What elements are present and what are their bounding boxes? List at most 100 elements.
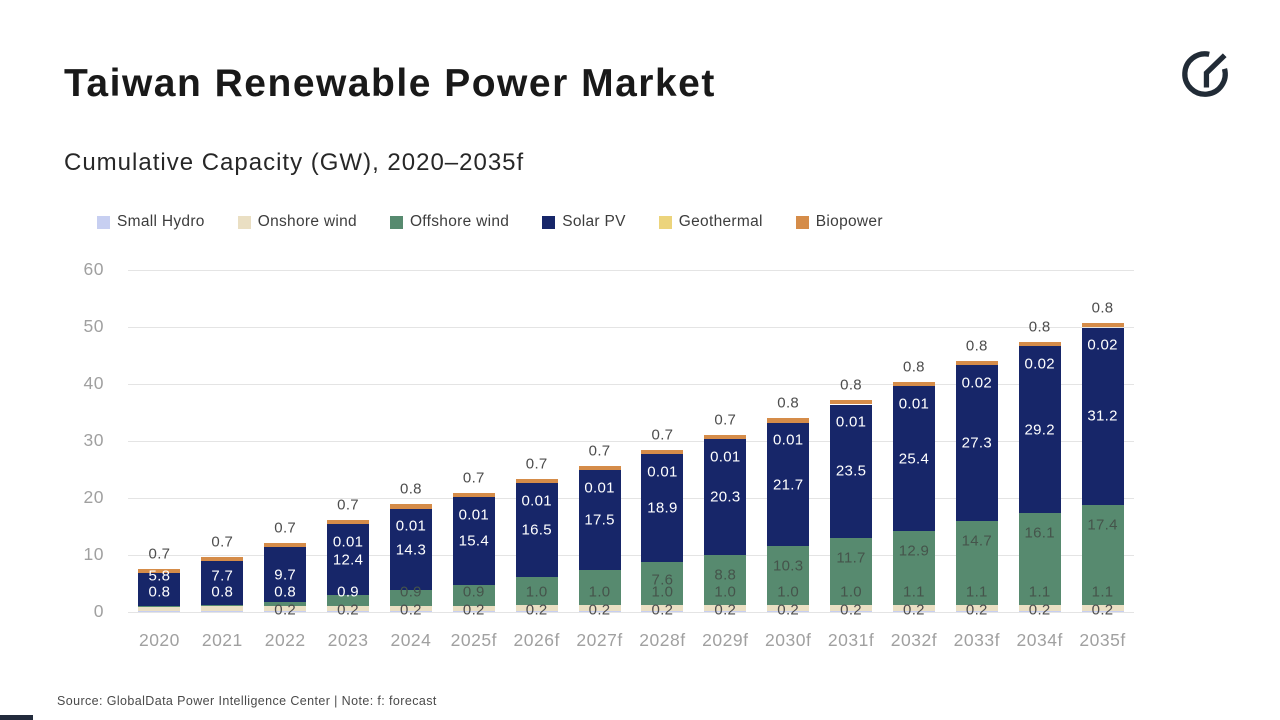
bar-segment-small-hydro-2026f [515, 610, 558, 612]
x-axis-label-2031f: 2031f [827, 630, 875, 650]
x-axis-label-2030f: 2030f [765, 630, 812, 650]
bar-label-small-hydro-2034f: 0.2 [1028, 601, 1051, 619]
y-axis-tick-10: 10 [83, 544, 104, 564]
bar-label-solar-pv-2031f: 23.5 [835, 462, 867, 480]
bar-segment-offshore-wind-2034f [1018, 512, 1061, 605]
bar-segment-small-hydro-2023 [327, 610, 370, 612]
bar-label-solar-pv-2025f: 15.4 [458, 532, 490, 550]
bar-label-offshore-wind-2033f: 14.7 [961, 532, 993, 550]
bar-label-biopower-2031f: 0.8 [840, 376, 862, 394]
bar-label-offshore-wind-2031f: 11.7 [836, 549, 866, 567]
gridline-30 [128, 441, 1134, 442]
legend-label-offshore-wind: Offshore wind [409, 213, 510, 230]
bar-segment-solar-pv-2029f [704, 439, 747, 555]
bar-label-small-hydro-2031f: 0.2 [840, 601, 862, 619]
bar-label-solar-pv-2024: 14.3 [395, 541, 427, 559]
bar-segment-small-hydro-2021 [201, 610, 244, 612]
bar-segment-solar-pv-2033f [955, 365, 998, 521]
bar-label-onshore-wind-2027f: 1.0 [588, 583, 611, 601]
legend-label-solar-pv: Solar PV [562, 213, 626, 230]
x-axis-label-2021: 2021 [201, 630, 243, 650]
bar-label-biopower-2028f: 0.7 [651, 426, 674, 444]
x-axis-label-2029f: 2029f [702, 630, 749, 650]
bar-segment-onshore-wind-2026f [515, 605, 558, 611]
bar-segment-offshore-wind-2021 [201, 605, 244, 607]
bar-label-small-hydro-2035f: 0.2 [1091, 601, 1114, 619]
bar-segment-offshore-wind-2030f [767, 546, 810, 606]
bar-label-biopower-2029f: 0.7 [714, 411, 737, 429]
bar-label-geothermal-2034f: 0.02 [1024, 355, 1055, 373]
bar-segment-solar-pv-2028f [641, 454, 684, 562]
bar-label-solar-pv-2033f: 27.3 [961, 434, 993, 452]
bar-label-geothermal-2032f: 0.01 [898, 395, 930, 413]
legend-item-small-hydro: Small Hydro [97, 213, 205, 231]
x-axis-label-2020: 2020 [138, 630, 180, 650]
gridline-50 [128, 327, 1134, 328]
bar-label-small-hydro-2033f: 0.2 [965, 601, 988, 619]
bar-label-geothermal-2023: 0.01 [332, 533, 364, 551]
bar-label-solar-pv-2021: 7.7 [211, 567, 234, 585]
bar-segment-onshore-wind-2027f [578, 605, 621, 611]
bar-label-offshore-wind-2035f: 17.4 [1087, 516, 1118, 534]
bar-segment-offshore-wind-2025f [452, 585, 495, 606]
y-axis-tick-20: 20 [83, 487, 104, 507]
bar-segment-biopower-2031f [830, 399, 873, 405]
gridline-60 [128, 270, 1134, 271]
bar-label-onshore-wind-2035f: 1.1 [1091, 583, 1114, 601]
bar-segment-biopower-2029f [704, 435, 747, 440]
bar-segment-solar-pv-2031f [830, 404, 873, 539]
gridline-40 [128, 384, 1134, 385]
bar-label-small-hydro-2025f: 0.2 [462, 601, 485, 619]
bar-label-biopower-2020: 0.7 [148, 545, 171, 563]
bar-segment-onshore-wind-2024 [389, 605, 432, 611]
bar-label-small-hydro-2023: 0.2 [337, 601, 359, 619]
bar-segment-small-hydro-2030f [767, 610, 810, 612]
bar-label-solar-pv-2020: 5.8 [148, 567, 171, 585]
bar-label-biopower-2030f: 0.8 [777, 394, 800, 412]
bar-segment-small-hydro-2027f [578, 610, 621, 612]
bar-label-small-hydro-2030f: 0.2 [777, 601, 800, 619]
bar-label-geothermal-2024: 0.01 [395, 517, 427, 535]
bar-segment-biopower-2032f [892, 381, 935, 387]
legend-swatch-biopower-icon [795, 215, 809, 229]
bar-segment-onshore-wind-2034f [1018, 604, 1061, 611]
bar-label-small-hydro-2032f: 0.2 [903, 601, 925, 619]
bar-label-geothermal-2028f: 0.01 [647, 463, 678, 481]
globaldata-logo-icon [1180, 49, 1230, 99]
bar-segment-biopower-2022 [264, 542, 307, 547]
bar-segment-small-hydro-2034f [1018, 610, 1061, 612]
bar-segment-biopower-2034f [1018, 341, 1061, 347]
bar-segment-offshore-wind-2022 [264, 602, 307, 607]
x-axis-label-2032f: 2032f [890, 630, 938, 650]
bar-label-solar-pv-2034f: 29.2 [1024, 421, 1055, 439]
bar-segment-offshore-wind-2029f [704, 555, 747, 606]
bar-label-solar-pv-2027f: 17.5 [584, 511, 615, 529]
bar-segment-solar-pv-2024 [389, 508, 432, 591]
bar-label-onshore-wind-2034f: 1.1 [1028, 583, 1051, 601]
bar-label-small-hydro-2024: 0.2 [400, 601, 422, 619]
legend-swatch-onshore-wind-icon [237, 215, 251, 229]
bar-label-geothermal-2035f: 0.02 [1087, 336, 1118, 354]
bar-label-geothermal-2027f: 0.01 [584, 479, 615, 497]
bar-label-small-hydro-2028f: 0.2 [651, 601, 674, 619]
y-axis-tick-40: 40 [83, 373, 104, 393]
x-axis-label-2035f: 2035f [1079, 630, 1126, 650]
bar-segment-offshore-wind-2031f [830, 538, 873, 606]
bar-segment-onshore-wind-2022 [264, 606, 307, 611]
legend-label-geothermal: Geothermal [678, 213, 763, 230]
chart-legend: Small Hydro Onshore wind Offshore wind Sola… [97, 213, 883, 231]
bar-label-small-hydro-2026f: 0.2 [525, 601, 548, 619]
bar-label-offshore-wind-2032f: 12.9 [898, 542, 930, 560]
bar-label-biopower-2035f: 0.8 [1091, 299, 1114, 317]
bar-label-biopower-2021: 0.7 [211, 533, 234, 551]
bar-label-geothermal-2025f: 0.01 [458, 506, 490, 524]
bar-label-small-hydro-2027f: 0.2 [588, 601, 611, 619]
bar-segment-offshore-wind-2023 [327, 594, 370, 606]
x-axis-label-2025f: 2025f [450, 630, 497, 650]
bar-segment-small-hydro-2020 [138, 610, 181, 612]
source-note: Source: GlobalData Power Intelligence Ce… [57, 694, 437, 708]
bar-segment-solar-pv-2034f [1018, 346, 1061, 513]
bar-segment-onshore-wind-2035f [1081, 604, 1124, 611]
x-axis-label-2022: 2022 [264, 630, 306, 650]
